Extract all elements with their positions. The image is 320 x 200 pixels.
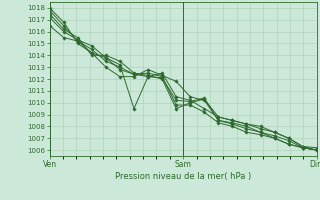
X-axis label: Pression niveau de la mer( hPa ): Pression niveau de la mer( hPa ) [115,172,251,181]
